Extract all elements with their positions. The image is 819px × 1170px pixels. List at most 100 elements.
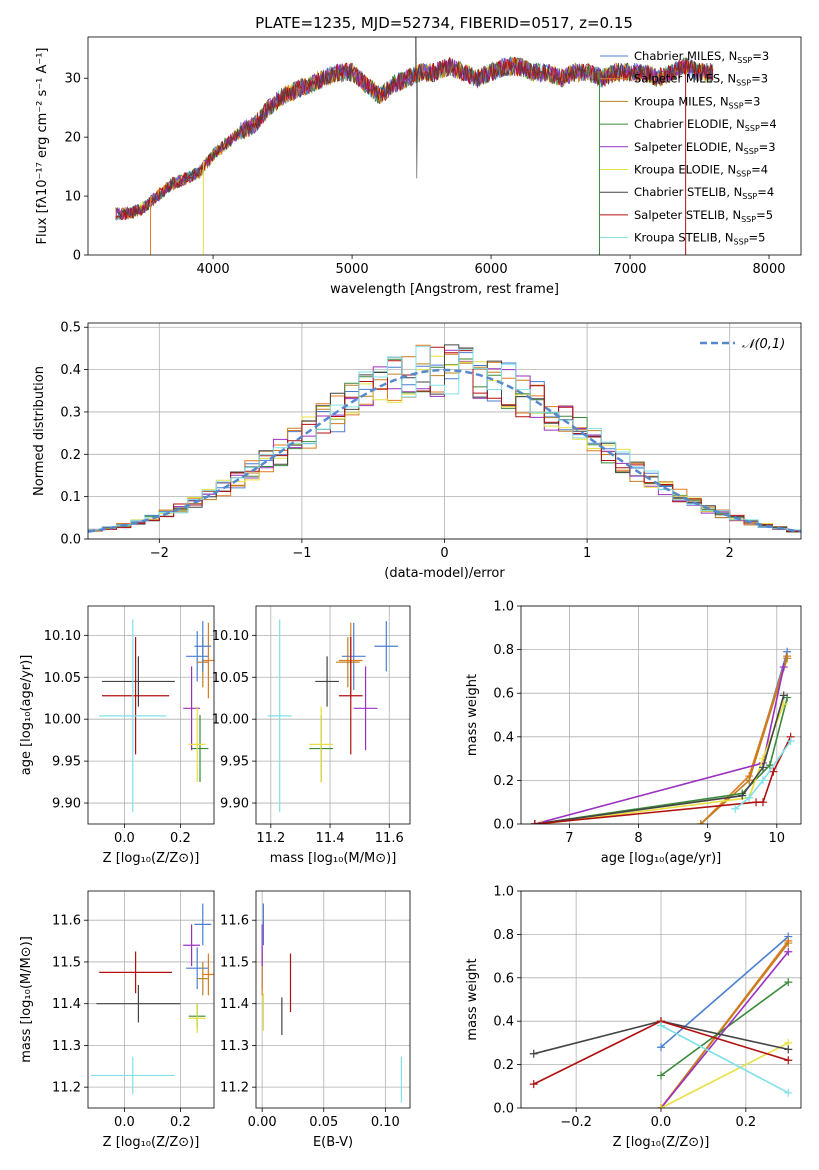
errorbar-point [315, 656, 339, 707]
x-tick-label: 0.0 [114, 1115, 135, 1130]
y-tick-label: 0.4 [493, 730, 514, 745]
x-tick-label: 0.00 [248, 1115, 277, 1130]
y-tick-label: 0.1 [60, 490, 81, 505]
y-tick-label: 0.6 [493, 971, 514, 986]
y-tick-label: 11.5 [52, 955, 81, 970]
plot-area [88, 344, 801, 533]
x-tick-label: 4000 [197, 262, 230, 277]
weight-marker [758, 798, 767, 807]
axes-frame [87, 605, 215, 825]
y-tick-label: 10.10 [212, 629, 249, 644]
errorbar-point [186, 947, 209, 990]
panel-weight_vs_Z: −0.2 0.0 0.2 0.0 0.2 0.4 0.6 0.8 1.0 Z [log₁₀(Z/Z… [465, 885, 802, 1150]
y-tick-label: 11.3 [220, 1039, 249, 1054]
errorbar-point [267, 619, 292, 813]
weight-marker [738, 791, 747, 800]
axes-frame [255, 605, 411, 825]
y-tick-label: 11.3 [52, 1039, 81, 1054]
x-tick-label: 9 [704, 831, 712, 846]
errorbar-point [99, 951, 172, 994]
y-tick-label: 0.8 [493, 643, 514, 658]
errorbar-point [188, 1003, 206, 1033]
x-tick-label: 11.2 [256, 831, 285, 846]
panel-mass_vs_Z: 0.0 0.2 11.2 11.3 11.4 11.5 11.6 Z [log₁₀(Z/Z⊙)… [19, 890, 215, 1150]
x-axis-label: Z [log₁₀(Z/Z⊙)] [103, 1135, 200, 1150]
weight-marker [784, 1056, 793, 1065]
weight-marker [769, 767, 778, 776]
y-tick-label: 11.2 [220, 1081, 249, 1096]
x-tick-label: 0.0 [114, 831, 135, 846]
y-axis-label: age [log₁₀(age/yr)] [19, 655, 34, 776]
y-tick-label: 11.5 [220, 955, 249, 970]
weight-marker [529, 1080, 538, 1089]
axes-frame [87, 890, 215, 1109]
weight-marker [745, 793, 754, 802]
errorbar-point [202, 622, 214, 699]
histogram-series [88, 346, 801, 531]
y-tick-label: 0.4 [60, 363, 81, 378]
x-tick-label: 8000 [752, 262, 785, 277]
y-tick-label: 1.0 [493, 885, 514, 900]
axes-frame [520, 605, 802, 825]
normal-reference-curve [88, 368, 801, 533]
weight-marker [696, 820, 705, 824]
weight-marker [529, 1049, 538, 1058]
panel-age_vs_mass: 11.2 11.4 11.6 9.90 9.95 10.00 10.05 10.10 mass … [212, 605, 411, 866]
weight-marker [783, 654, 792, 663]
x-tick-label: −0.2 [560, 1115, 592, 1130]
y-tick-label: 30 [64, 72, 81, 87]
errorbar-point [374, 621, 399, 672]
weight-marker [657, 1104, 665, 1108]
errorbar-point [341, 622, 366, 690]
y-tick-label: 0.3 [60, 405, 81, 420]
x-tick-label: 0.10 [371, 1115, 400, 1130]
x-axis-label: Z [log₁₀(Z/Z⊙)] [103, 851, 200, 866]
weight-marker [765, 761, 774, 770]
errorbar-point [188, 706, 206, 783]
errorbar-point [191, 715, 209, 783]
x-tick-label: 2 [726, 546, 734, 561]
weight-marker [530, 820, 539, 824]
y-tick-label: 9.95 [220, 755, 249, 770]
weight-line [660, 942, 789, 1108]
axes-frame [87, 36, 802, 256]
errorbar-point [335, 637, 360, 688]
legend-label: Chabrier STELIB, NSSP=4 [634, 185, 774, 201]
x-tick-label: 8 [634, 831, 642, 846]
legend-label: Kroupa ELODIE, NSSP=4 [634, 163, 768, 179]
x-tick-label: 1 [583, 546, 591, 561]
y-tick-label: 10 [64, 190, 81, 205]
errorbar-point [338, 637, 363, 755]
legend: Chabrier MILES, NSSP=3 Salpeter MILES, NS… [600, 49, 777, 247]
x-axis-label: age [log₁₀(age/yr)] [601, 851, 722, 866]
plot-area [530, 647, 795, 824]
weight-marker [731, 804, 740, 813]
plot-area [90, 903, 214, 1095]
x-tick-label: 7 [565, 831, 573, 846]
panel-weight_vs_age: 7 8 9 10 0.0 0.2 0.4 0.6 0.8 1.0 age [log₁₀(age/yr… [465, 600, 802, 866]
errorbar-point [194, 621, 212, 672]
weight-line [660, 1042, 789, 1108]
legend-label: Salpeter MILES, NSSP=3 [634, 72, 768, 88]
weight-line [534, 695, 785, 824]
y-tick-label: 0.5 [60, 321, 81, 336]
plot-area [115, 37, 714, 255]
errorbar-point [90, 1056, 175, 1095]
weight-marker [783, 693, 792, 702]
weight-marker [784, 1088, 793, 1097]
weight-marker [745, 776, 754, 785]
legend-label: Kroupa MILES, NSSP=3 [634, 94, 760, 110]
x-tick-label: −2 [150, 546, 169, 561]
errorbar-point [194, 903, 212, 946]
errorbar-point [186, 631, 209, 682]
weight-marker [657, 1043, 665, 1052]
y-tick-label: 11.4 [52, 997, 81, 1012]
y-tick-label: 0.0 [493, 818, 514, 833]
y-tick-label: 10.05 [44, 671, 81, 686]
spectrum-line [115, 57, 714, 220]
panel-mass_vs_ebv: 0.00 0.05 0.10 11.2 11.3 11.4 11.5 11.6 E(B-V) [220, 890, 411, 1150]
weight-marker [784, 947, 793, 956]
x-tick-label: 6000 [475, 262, 508, 277]
weight-marker [779, 663, 788, 672]
